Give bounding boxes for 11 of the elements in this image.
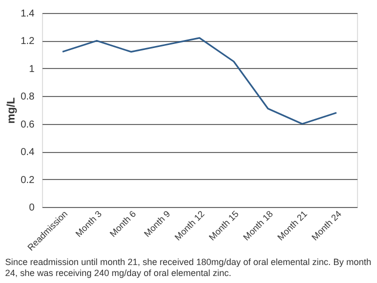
y-tick-label: 0.6: [20, 119, 35, 130]
y-axis-title: mg/L: [6, 97, 18, 124]
y-tick-label: 0.2: [20, 174, 35, 186]
y-tick-label: 1.4: [20, 8, 35, 20]
y-tick-label: 1: [28, 64, 35, 75]
y-tick-label: 1.2: [20, 36, 35, 48]
y-tick-label: 0: [28, 202, 35, 214]
y-tick-label: 0.8: [20, 92, 35, 103]
text: Since readmission until month 21, she received 180mg/day of oral elemental zinc. By month 24, she was receiving 240 mg/day of oral elemental zinc.: [5, 257, 372, 278]
line-series: [62, 37, 338, 125]
y-tick-label: 0.4: [20, 147, 35, 158]
